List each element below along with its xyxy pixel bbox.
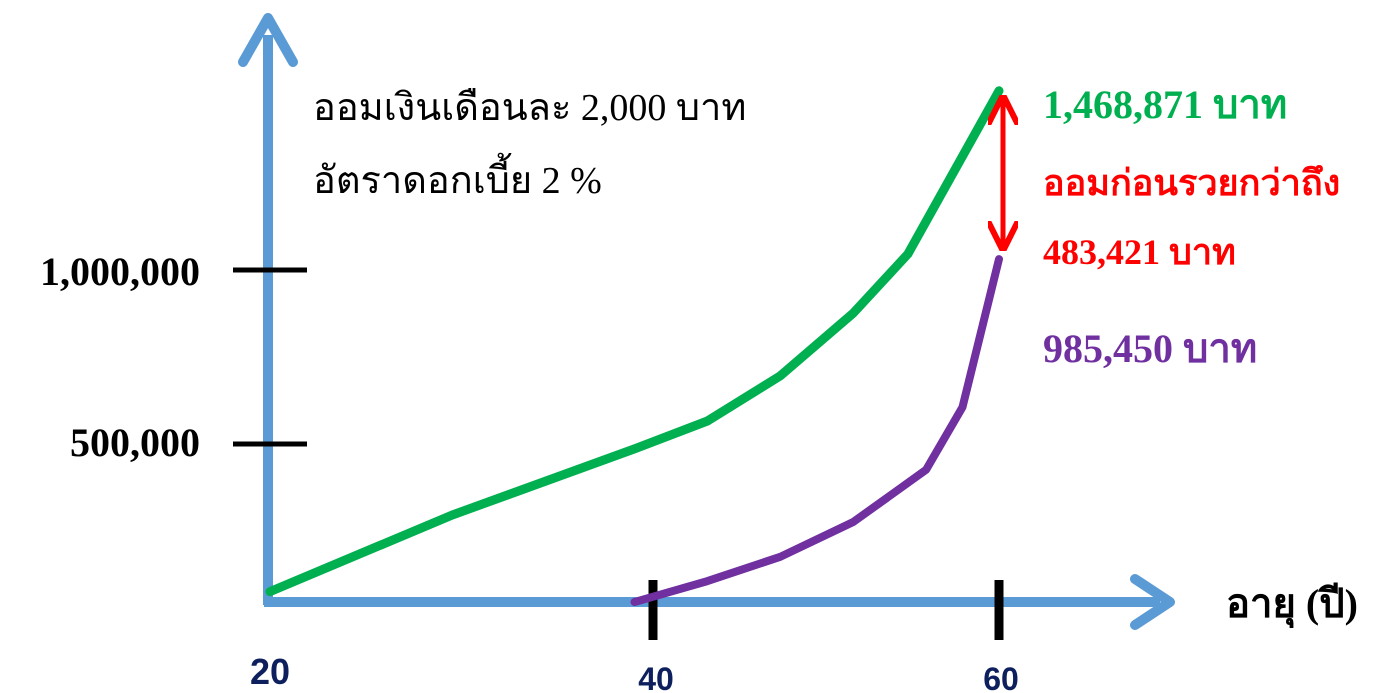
series-line-green — [265, 86, 1004, 597]
x-tick-label-20: 20 — [250, 651, 290, 692]
series-line-purple — [630, 255, 1003, 606]
y-tick-label-1000000: 1,000,000 — [40, 249, 200, 294]
green-end-label: 1,468,871 บาท — [1043, 82, 1287, 127]
x-tick-label-60: 60 — [983, 661, 1019, 693]
note-line-1: ออมเงินเดือนละ 2,000 บาท — [313, 87, 746, 129]
y-tick-label-500000: 500,000 — [70, 420, 200, 465]
x-axis-label: อายุ (ปี) — [1226, 581, 1358, 629]
y-axis-arrowhead — [238, 13, 298, 67]
purple-end-label: 985,450 บาท — [1043, 326, 1257, 371]
note-line-2: อัตราดอกเบี้ย 2 % — [313, 152, 602, 202]
x-tick-label-40: 40 — [638, 661, 674, 693]
difference-label-line-1: ออมก่อนรวยกว่าถึง — [1043, 163, 1340, 203]
difference-label-line-2: 483,421 บาท — [1043, 232, 1236, 272]
x-axis-arrowhead — [1130, 574, 1175, 630]
